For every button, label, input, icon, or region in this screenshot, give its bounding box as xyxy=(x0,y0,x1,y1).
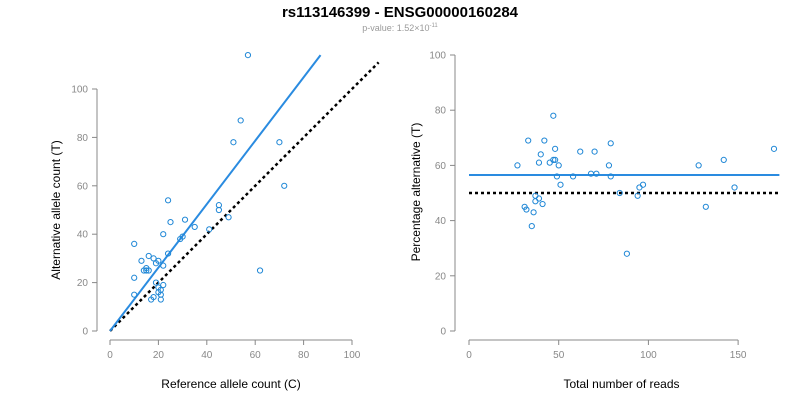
right-data-point xyxy=(569,173,577,180)
right-data-point xyxy=(514,162,521,169)
left-data-point xyxy=(140,267,147,274)
right-data-point xyxy=(593,170,600,177)
right-data-point xyxy=(770,145,778,152)
right-data-point xyxy=(535,159,543,166)
left-y-tick-label: 60 xyxy=(77,181,89,192)
pvalue-exponent: -11 xyxy=(429,23,438,29)
left-data-point xyxy=(177,235,184,243)
left-data-point xyxy=(131,274,138,281)
left-data-point xyxy=(206,226,213,233)
left-y-tick-label: 40 xyxy=(77,230,89,241)
right-x-axis-title: Total number of reads xyxy=(563,377,679,391)
left-y-tick-label: 0 xyxy=(82,327,88,338)
right-data-point xyxy=(552,145,559,152)
left-data-point xyxy=(164,197,172,204)
left-data-point xyxy=(225,214,232,221)
right-y-axis-title: Percentage alternative (T) xyxy=(409,123,423,262)
right-data-point xyxy=(639,181,647,188)
chart-subtitle: p-value: 1.52×10-11 xyxy=(0,23,800,33)
left-x-tick-label: 20 xyxy=(153,350,165,361)
right-data-point xyxy=(550,156,557,163)
right-x-tick-label: 50 xyxy=(553,350,565,361)
left-data-point xyxy=(143,267,150,274)
left-y-tick-label: 80 xyxy=(77,133,89,144)
left-data-point xyxy=(160,231,167,238)
left-data-point xyxy=(148,296,155,303)
right-y-tick-label: 60 xyxy=(435,161,447,172)
left-x-tick-label: 100 xyxy=(344,350,361,361)
left-x-tick-label: 80 xyxy=(298,350,310,361)
left-data-point xyxy=(244,52,252,59)
left-data-point xyxy=(145,252,152,260)
left-data-point xyxy=(131,291,138,298)
right-data-point xyxy=(555,162,562,169)
right-data-point xyxy=(605,162,613,169)
left-data-point xyxy=(256,267,264,274)
left-data-point xyxy=(152,279,160,286)
right-data-point xyxy=(530,209,537,216)
left-data-point xyxy=(138,257,145,264)
right-data-point xyxy=(553,173,561,180)
right-y-tick-label: 80 xyxy=(435,106,447,117)
right-x-tick-label: 100 xyxy=(640,350,657,361)
left-data-point xyxy=(167,219,174,226)
pvalue-label: p-value: 1.52×10 xyxy=(362,23,430,33)
left-data-point xyxy=(237,117,244,124)
left-y-axis-title: Alternative allele count (T) xyxy=(49,140,63,279)
left-fit-line xyxy=(109,54,322,332)
right-data-point xyxy=(537,151,544,158)
left-data-point xyxy=(191,223,198,231)
left-x-tick-label: 40 xyxy=(201,350,213,361)
left-y-tick-label: 20 xyxy=(77,278,89,289)
right-data-point xyxy=(731,184,738,191)
right-data-point xyxy=(541,137,548,144)
right-y-tick-label: 0 xyxy=(440,327,446,338)
left-expected-line xyxy=(109,61,380,332)
right-data-point xyxy=(525,137,532,144)
right-data-point xyxy=(535,195,543,202)
right-data-point xyxy=(607,140,614,147)
left-data-point xyxy=(150,255,157,262)
left-y-tick-label: 100 xyxy=(71,85,88,96)
left-x-tick-label: 0 xyxy=(107,350,113,361)
right-data-point xyxy=(523,206,530,213)
left-data-point xyxy=(276,139,283,146)
right-data-point xyxy=(528,223,535,230)
right-data-point xyxy=(539,200,546,208)
right-data-point xyxy=(623,250,630,257)
left-data-point xyxy=(160,262,167,269)
right-y-tick-label: 100 xyxy=(429,51,446,62)
right-data-point xyxy=(702,203,709,210)
right-data-point xyxy=(634,192,641,199)
left-data-point xyxy=(152,260,160,267)
right-data-point xyxy=(552,156,559,163)
left-data-point xyxy=(281,182,288,189)
left-data-point xyxy=(160,281,167,289)
left-x-axis-title: Reference allele count (C) xyxy=(161,377,300,391)
left-x-tick-label: 60 xyxy=(250,350,262,361)
right-data-point xyxy=(557,181,564,188)
right-data-point xyxy=(616,189,623,197)
left-data-point xyxy=(157,296,164,303)
left-data-point xyxy=(215,206,222,214)
left-data-point xyxy=(230,139,237,146)
right-data-point xyxy=(636,184,643,191)
right-data-point xyxy=(695,162,702,169)
right-data-point xyxy=(720,156,727,163)
right-data-point xyxy=(550,112,557,119)
right-x-tick-label: 0 xyxy=(466,350,472,361)
right-data-point xyxy=(591,148,598,155)
right-data-point xyxy=(532,198,539,205)
chart-title: rs113146399 - ENSG00000160284 xyxy=(281,4,519,21)
right-x-tick-label: 150 xyxy=(730,350,747,361)
right-y-tick-label: 40 xyxy=(435,216,447,227)
left-data-point xyxy=(131,240,138,247)
right-data-point xyxy=(546,159,553,166)
left-data-point xyxy=(181,216,189,223)
left-data-point xyxy=(164,250,172,257)
right-data-point xyxy=(607,173,614,180)
right-y-tick-label: 20 xyxy=(435,271,447,282)
right-data-point xyxy=(577,148,584,155)
